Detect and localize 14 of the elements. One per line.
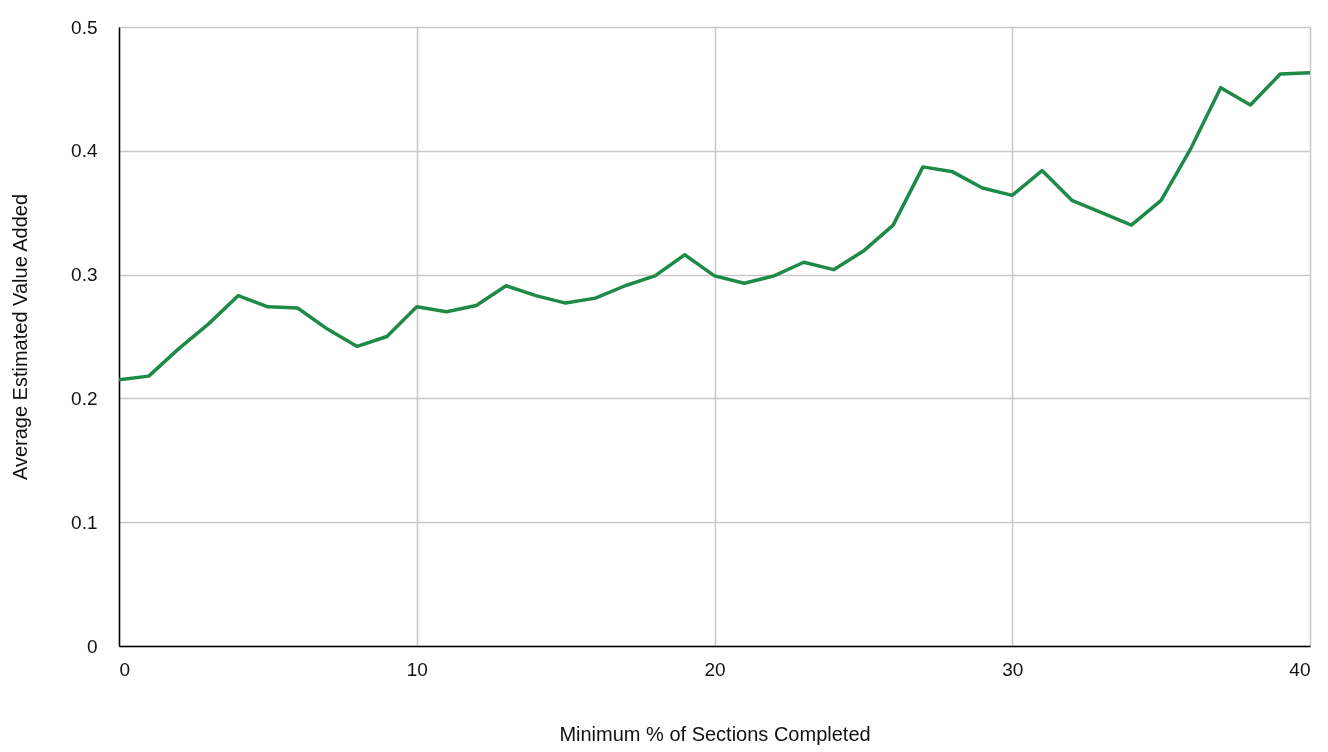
y-tick-label: 0.5 bbox=[71, 16, 98, 38]
y-axis-title: Average Estimated Value Added bbox=[9, 193, 32, 481]
y-tick-label: 0.4 bbox=[71, 140, 98, 162]
line-series bbox=[119, 71, 1310, 382]
x-tick-label: 0 bbox=[119, 658, 131, 680]
x-tick-label: 20 bbox=[704, 658, 726, 680]
x-tick-label: 10 bbox=[406, 658, 428, 680]
x-axis-title: Minimum % of Sections Completed bbox=[559, 722, 871, 745]
y-tick-label: 0 bbox=[86, 635, 98, 657]
y-tick-label: 0.2 bbox=[71, 387, 98, 409]
y-tick-label: 0.3 bbox=[71, 264, 98, 286]
x-tick-label: 30 bbox=[1002, 658, 1024, 680]
x-tick-label: 40 bbox=[1289, 658, 1311, 680]
y-tick-label: 0.1 bbox=[71, 511, 98, 533]
